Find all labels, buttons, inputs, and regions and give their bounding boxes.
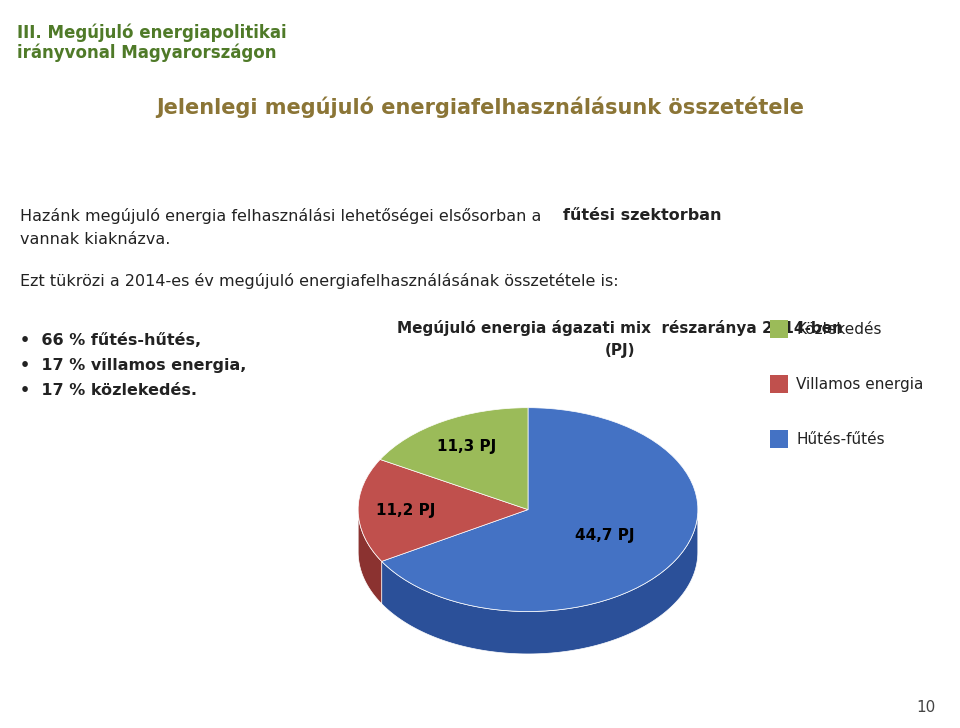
Text: 11,2 PJ: 11,2 PJ	[376, 503, 436, 518]
Text: 11,3 PJ: 11,3 PJ	[437, 439, 496, 454]
Text: Közlekedés: Közlekedés	[796, 322, 881, 336]
Wedge shape	[380, 408, 528, 510]
Text: Villamos energia: Villamos energia	[796, 376, 924, 392]
Text: •  66 % fűtés-hűtés,: • 66 % fűtés-hűtés,	[20, 333, 202, 348]
Text: 44,7 PJ: 44,7 PJ	[575, 529, 635, 543]
Text: irányvonal Magyarországon: irányvonal Magyarországon	[17, 44, 276, 62]
Text: fűtési szektorban: fűtési szektorban	[563, 208, 721, 223]
Text: vannak kiaknázva.: vannak kiaknázva.	[20, 232, 170, 247]
Wedge shape	[382, 408, 698, 612]
Text: •  17 % közlekedés.: • 17 % közlekedés.	[20, 383, 197, 398]
Wedge shape	[358, 459, 528, 561]
Text: 10: 10	[917, 700, 936, 715]
Text: III. Megújuló energiapolitikai: III. Megújuló energiapolitikai	[17, 23, 287, 41]
Polygon shape	[358, 510, 382, 604]
Text: •  17 % villamos energia,: • 17 % villamos energia,	[20, 358, 247, 373]
Text: (PJ): (PJ)	[605, 343, 636, 358]
Text: Hűtés-fűtés: Hűtés-fűtés	[796, 432, 884, 446]
Text: Megújuló energia ágazati mix  részaránya 2014-ben: Megújuló energia ágazati mix részaránya …	[397, 320, 843, 336]
Text: Jelenlegi megújuló energiafelhasználásunk összetétele: Jelenlegi megújuló energiafelhasználásun…	[156, 96, 804, 118]
Text: Hazánk megújuló energia felhasználási lehetőségei elsősorban a: Hazánk megújuló energia felhasználási le…	[20, 208, 546, 224]
Text: Ezt tükrözi a 2014-es év megújuló energiafelhasználásának összetétele is:: Ezt tükrözi a 2014-es év megújuló energi…	[20, 273, 618, 289]
Polygon shape	[382, 510, 698, 654]
